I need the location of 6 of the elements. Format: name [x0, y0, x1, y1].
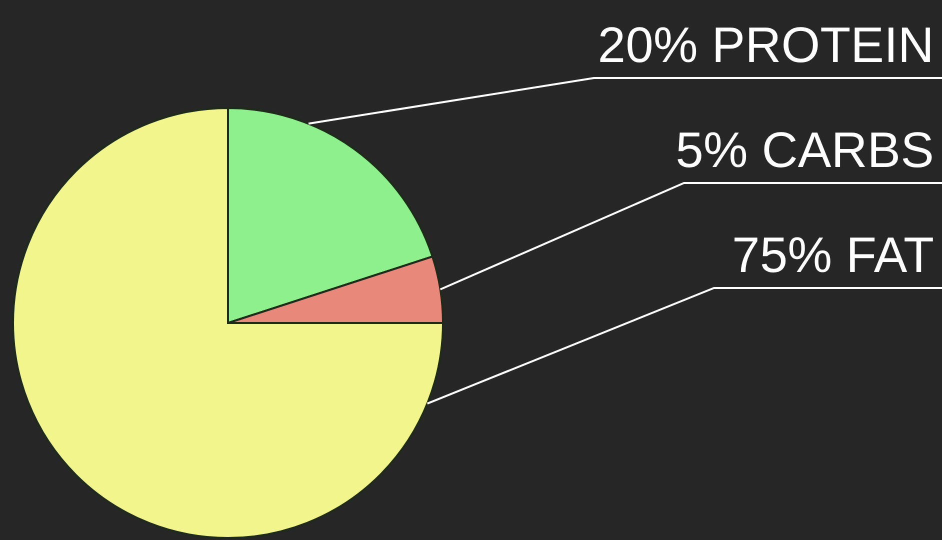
slice-label: PROTEIN — [698, 17, 934, 73]
data-label: 5% — [676, 122, 748, 178]
data-label: 20% — [598, 17, 698, 73]
data-label: 75% — [732, 227, 832, 283]
slice-label: CARBS — [748, 122, 934, 178]
slice-label: FAT — [832, 227, 934, 283]
